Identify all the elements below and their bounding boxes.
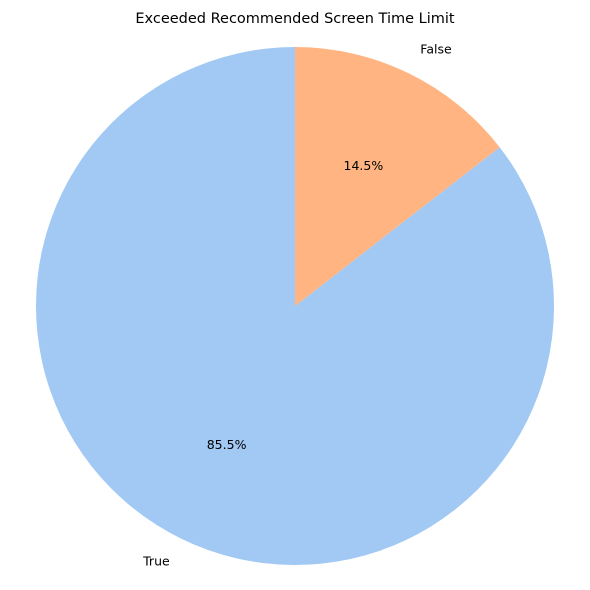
chart-title: Exceeded Recommended Screen Time Limit (135, 11, 455, 27)
pie-slice-false (295, 47, 500, 306)
slice-label-true: True (142, 553, 170, 568)
slice-label-false: False (420, 42, 452, 57)
pie-slice-true (35, 47, 554, 566)
pct-label-true: 85.5% (207, 437, 247, 452)
pie-labels: True 85.5% False 14.5% (142, 42, 452, 569)
pie-slices (35, 47, 554, 566)
pct-label-false: 14.5% (344, 158, 384, 173)
